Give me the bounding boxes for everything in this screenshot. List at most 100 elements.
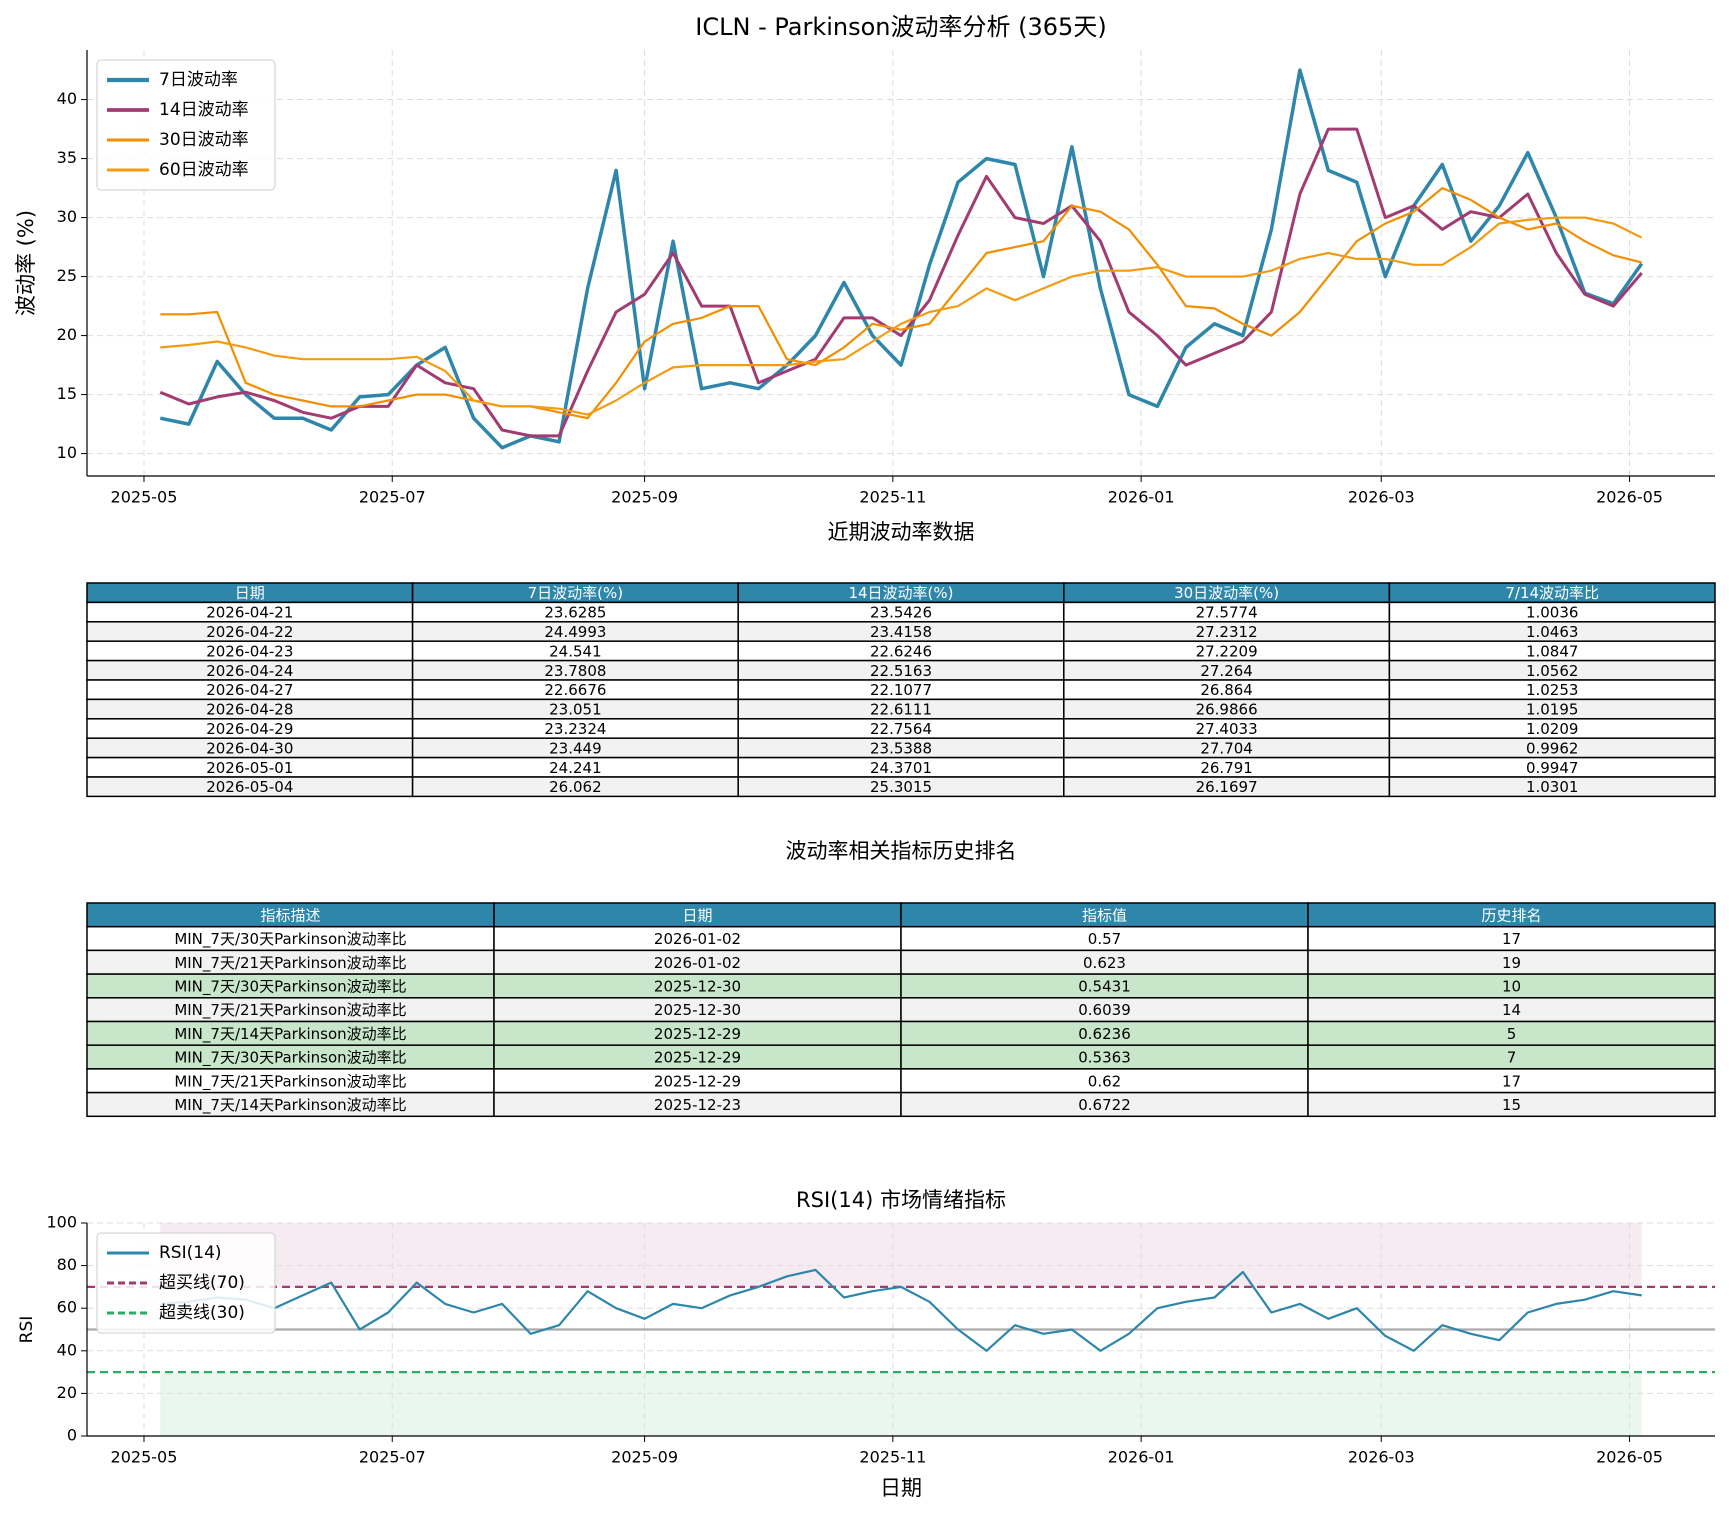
y-axis-label: 波动率 (%) [14,210,38,316]
cell-text: 1.0209 [1526,720,1579,738]
cell-text: MIN_7天/30天Parkinson波动率比 [174,977,406,996]
cell-text: MIN_7天/30天Parkinson波动率比 [174,1049,406,1068]
cell-text: 22.7564 [870,720,932,738]
cell-text: 27.5774 [1196,604,1258,622]
series-line [160,187,1642,420]
x-tick-label: 2026-05 [1596,488,1663,507]
table-title: 波动率相关指标历史排名 [786,839,1017,863]
table-cell [1388,776,1716,798]
cell-text: 0.5363 [1078,1049,1131,1067]
x-tick-label: 2025-07 [359,488,426,507]
cell-text: 24.241 [549,759,602,777]
cell-text: 23.6285 [544,604,606,622]
table-title: 近期波动率数据 [828,520,975,544]
cell-text: 2026-04-21 [206,604,293,622]
band [160,1372,1642,1436]
x-tick-label: 2025-11 [859,488,926,507]
cell-text: 26.062 [549,778,602,796]
cell-text: 25.3015 [870,778,932,796]
legend-box [96,1232,276,1334]
cell-text: MIN_7天/30天Parkinson波动率比 [174,930,406,949]
y-tick-label: 25 [57,266,77,285]
cell-text: MIN_7天/21天Parkinson波动率比 [174,1001,406,1020]
cell-text: 2025-12-29 [654,1025,741,1043]
header-text: 日期 [235,584,265,602]
cell-text: 2025-12-29 [654,1072,741,1090]
cell-text: 22.6676 [544,681,606,699]
cell-text: 2026-04-22 [206,623,293,641]
header-text: 指标描述 [260,906,320,924]
cell-text: 22.6246 [870,642,932,660]
x-tick-label: 2026-05 [1596,1448,1663,1467]
cell-text: 2026-04-24 [206,662,293,680]
cell-text: MIN_7天/14天Parkinson波动率比 [174,1025,406,1044]
header-text: 指标值 [1082,906,1127,924]
y-tick-label: 20 [57,325,77,344]
cell-text: 23.5388 [870,739,932,757]
cell-text: 2026-05-04 [206,778,293,796]
header-text: 30日波动率(%) [1174,584,1279,602]
cell-text: 2026-04-28 [206,701,293,719]
cell-text: 0.9962 [1526,739,1579,757]
header-text: 历史排名 [1481,906,1541,924]
cell-text: 22.1077 [870,681,932,699]
cell-text: MIN_7天/21天Parkinson波动率比 [174,1072,406,1091]
x-tick-label: 2025-07 [359,1448,426,1467]
cell-text: 7 [1507,1049,1517,1067]
y-tick-label: 100 [46,1213,77,1232]
legend-label: 60日波动率 [159,160,249,180]
cell-text: 10 [1502,977,1521,995]
legend-label: 7日波动率 [159,70,238,90]
chart-title: ICLN - Parkinson波动率分析 (365天) [695,13,1106,41]
cell-text: 2026-04-29 [206,720,293,738]
legend-label: 14日波动率 [159,100,249,120]
cell-text: 19 [1502,954,1521,972]
cell-text: 2026-04-27 [206,681,293,699]
legend-box [96,59,276,191]
cell-text: 27.2209 [1196,642,1258,660]
cell-text: 0.9947 [1526,759,1579,777]
cell-text: 2026-05-01 [206,759,293,777]
cell-text: 0.5431 [1078,977,1131,995]
cell-text: 2026-01-02 [654,954,741,972]
cell-text: 2025-12-23 [654,1096,741,1114]
cell-text: 23.051 [549,701,602,719]
cell-text: 2025-12-30 [654,1001,741,1019]
cell-text: 5 [1507,1025,1517,1043]
cell-text: 26.9866 [1196,701,1258,719]
cell-text: 27.2312 [1196,623,1258,641]
x-tick-label: 2026-03 [1348,488,1415,507]
cell-text: 1.0195 [1526,701,1579,719]
cell-text: 23.7808 [544,662,606,680]
cell-text: 26.864 [1200,681,1253,699]
cell-text: 0.623 [1083,954,1126,972]
x-tick-label: 2026-01 [1108,1448,1175,1467]
x-tick-label: 2025-05 [111,1448,178,1467]
cell-text: MIN_7天/21天Parkinson波动率比 [174,954,406,973]
x-tick-label: 2026-01 [1108,488,1175,507]
cell-text: 24.541 [549,642,602,660]
legend-label: 超买线(70) [159,1273,245,1293]
cell-text: 22.6111 [870,701,932,719]
y-tick-label: 40 [57,89,77,108]
cell-text: 0.6722 [1078,1096,1131,1114]
cell-text: 2026-04-23 [206,642,293,660]
header-text: 14日波动率(%) [848,584,953,602]
cell-text: 0.6236 [1078,1025,1131,1043]
header-text: 日期 [682,906,712,924]
y-tick-label: 80 [57,1255,77,1274]
y-tick-label: 20 [57,1383,77,1402]
x-tick-label: 2025-05 [111,488,178,507]
y-tick-label: 30 [57,207,77,226]
cell-text: 0.6039 [1078,1001,1131,1019]
cell-text: 1.0253 [1526,681,1579,699]
cell-text: 17 [1502,930,1521,948]
x-tick-label: 2026-03 [1348,1448,1415,1467]
x-axis-label: 日期 [880,1476,922,1500]
cell-text: 1.0562 [1526,662,1579,680]
cell-text: 1.0463 [1526,623,1579,641]
cell-text: 27.704 [1200,739,1253,757]
legend-label: 30日波动率 [159,130,249,150]
y-tick-label: 35 [57,148,77,167]
